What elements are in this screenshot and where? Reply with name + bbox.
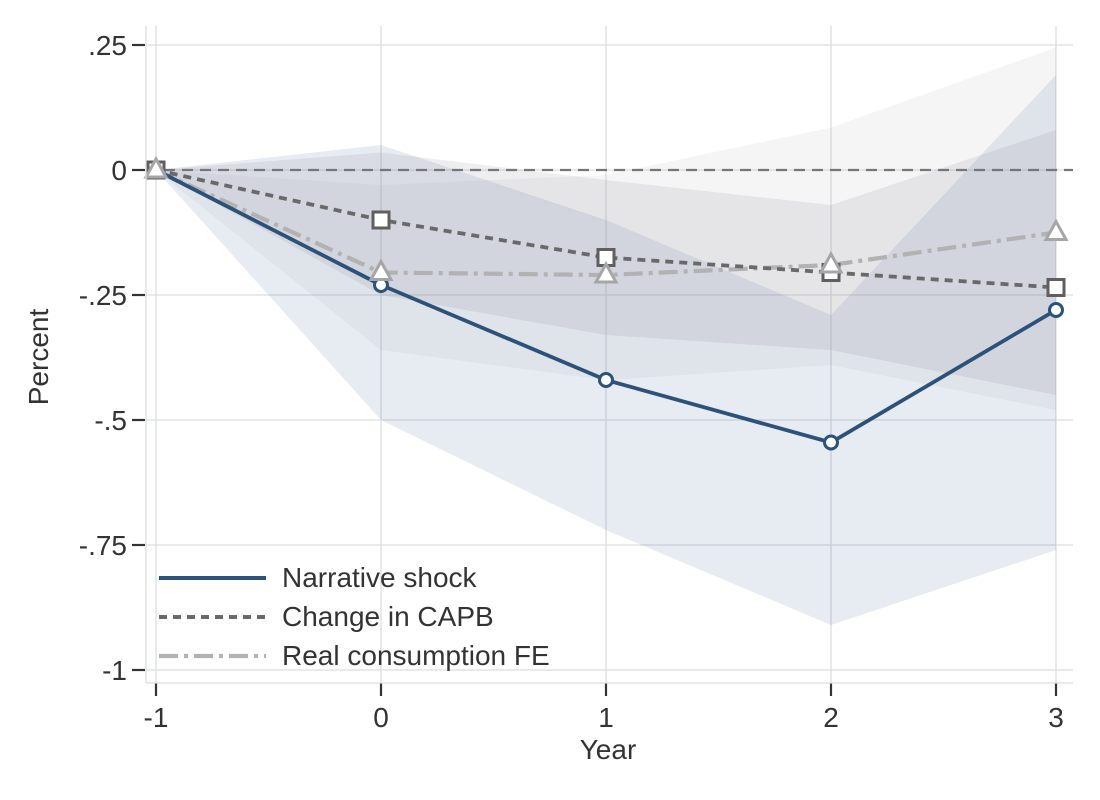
capb-line-swatch	[159, 614, 266, 619]
x-tick-label: 0	[373, 702, 389, 733]
fe-line-swatch	[159, 653, 266, 658]
y-tick-label: -.75	[79, 530, 127, 561]
x-tick-label: 2	[823, 702, 839, 733]
tick-labels: .25 0 -.25 -.5 -.75 -1 -1 0 1 2 3	[79, 30, 1064, 733]
legend-label: Change in CAPB	[282, 600, 494, 632]
axes-ticks	[132, 26, 1073, 696]
x-tick-label: 3	[1048, 702, 1064, 733]
narrative-line-swatch	[159, 575, 266, 580]
legend-item-capb: Change in CAPB	[159, 597, 550, 636]
y-tick-label: -.25	[79, 280, 127, 311]
legend-item-narrative: Narrative shock	[159, 558, 550, 597]
series-markers	[143, 155, 1069, 451]
y-tick-label: .25	[88, 30, 127, 61]
y-tick-label: -.5	[94, 405, 127, 436]
x-tick-label: -1	[144, 702, 169, 733]
y-axis-title: Percent	[23, 308, 54, 406]
y-tick-label: -1	[102, 655, 127, 686]
x-tick-label: 1	[598, 702, 614, 733]
legend: Narrative shock Change in CAPB Real cons…	[159, 558, 550, 675]
legend-label: Real consumption FE	[282, 639, 550, 671]
y-tick-label: 0	[111, 155, 127, 186]
x-axis-title: Year	[579, 734, 637, 765]
legend-label: Narrative shock	[282, 561, 477, 593]
legend-item-fe: Real consumption FE	[159, 636, 550, 675]
